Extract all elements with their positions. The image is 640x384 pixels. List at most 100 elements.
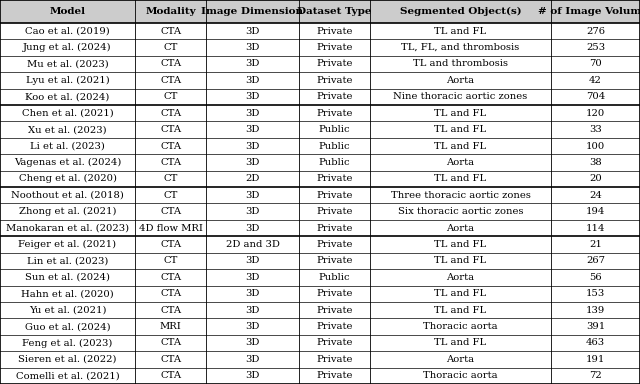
Text: 3D: 3D [245, 43, 260, 52]
Text: 3D: 3D [245, 289, 260, 298]
Text: Aorta: Aorta [446, 158, 474, 167]
Text: Hahn et al. (2020): Hahn et al. (2020) [21, 289, 114, 298]
Text: 3D: 3D [245, 306, 260, 314]
Text: 704: 704 [586, 92, 605, 101]
Text: 191: 191 [586, 355, 605, 364]
Text: Three thoracic aortic zones: Three thoracic aortic zones [390, 191, 531, 200]
Text: Private: Private [316, 322, 353, 331]
Text: Private: Private [316, 306, 353, 314]
Text: Private: Private [316, 240, 353, 249]
Text: 100: 100 [586, 142, 605, 151]
Text: Private: Private [316, 338, 353, 348]
Text: MRI: MRI [160, 322, 182, 331]
Text: CTA: CTA [160, 76, 181, 85]
Text: Jung et al. (2024): Jung et al. (2024) [23, 43, 112, 52]
Text: 3D: 3D [245, 355, 260, 364]
Text: 3D: 3D [245, 322, 260, 331]
Text: TL, FL, and thrombosis: TL, FL, and thrombosis [401, 43, 520, 52]
Text: 72: 72 [589, 371, 602, 380]
Text: Thoracic aorta: Thoracic aorta [423, 371, 498, 380]
Text: TL and FL: TL and FL [435, 174, 486, 184]
Text: 56: 56 [589, 273, 602, 282]
Text: 3D: 3D [245, 92, 260, 101]
Text: 267: 267 [586, 257, 605, 265]
Text: Private: Private [316, 371, 353, 380]
Text: 253: 253 [586, 43, 605, 52]
Text: 3D: 3D [245, 338, 260, 348]
Text: 3D: 3D [245, 158, 260, 167]
Text: TL and FL: TL and FL [435, 109, 486, 118]
Text: CT: CT [163, 43, 178, 52]
Text: Private: Private [316, 223, 353, 233]
Text: Private: Private [316, 43, 353, 52]
Text: Sun et al. (2024): Sun et al. (2024) [25, 273, 110, 282]
Text: Aorta: Aorta [446, 223, 474, 233]
Text: 391: 391 [586, 322, 605, 331]
Text: 3D: 3D [245, 109, 260, 118]
Text: 24: 24 [589, 191, 602, 200]
Text: Private: Private [316, 191, 353, 200]
Text: 463: 463 [586, 338, 605, 348]
Text: CTA: CTA [160, 60, 181, 68]
Text: CTA: CTA [160, 306, 181, 314]
Text: Private: Private [316, 289, 353, 298]
Text: 42: 42 [589, 76, 602, 85]
Text: Koo et al. (2024): Koo et al. (2024) [26, 92, 109, 101]
Text: 120: 120 [586, 109, 605, 118]
Text: TL and FL: TL and FL [435, 26, 486, 36]
Text: Li et al. (2023): Li et al. (2023) [30, 142, 105, 151]
Text: Vagenas et al. (2024): Vagenas et al. (2024) [14, 158, 121, 167]
Text: Model: Model [49, 7, 86, 16]
Text: Private: Private [316, 76, 353, 85]
Text: Dataset Type: Dataset Type [297, 7, 371, 16]
Text: Manokaran et al. (2023): Manokaran et al. (2023) [6, 223, 129, 233]
Text: Public: Public [319, 125, 350, 134]
Text: Private: Private [316, 257, 353, 265]
Text: 70: 70 [589, 60, 602, 68]
Text: CTA: CTA [160, 273, 181, 282]
Text: Guo et al. (2024): Guo et al. (2024) [25, 322, 110, 331]
Text: CTA: CTA [160, 142, 181, 151]
Text: CTA: CTA [160, 109, 181, 118]
Text: Private: Private [316, 207, 353, 216]
Text: TL and FL: TL and FL [435, 338, 486, 348]
Text: 38: 38 [589, 158, 602, 167]
Text: TL and FL: TL and FL [435, 240, 486, 249]
Text: 3D: 3D [245, 207, 260, 216]
Text: CT: CT [163, 92, 178, 101]
Text: 3D: 3D [245, 223, 260, 233]
Text: Mu et al. (2023): Mu et al. (2023) [27, 60, 108, 68]
Text: Segmented Object(s): Segmented Object(s) [399, 7, 521, 16]
Text: Thoracic aorta: Thoracic aorta [423, 322, 498, 331]
Text: CTA: CTA [160, 26, 181, 36]
Text: Feiger et al. (2021): Feiger et al. (2021) [19, 240, 116, 249]
Text: Private: Private [316, 174, 353, 184]
Text: Aorta: Aorta [446, 76, 474, 85]
Text: 3D: 3D [245, 371, 260, 380]
Text: Lin et al. (2023): Lin et al. (2023) [27, 257, 108, 265]
Text: Modality: Modality [145, 7, 196, 16]
Text: CTA: CTA [160, 240, 181, 249]
Text: 2D: 2D [245, 174, 260, 184]
Text: CTA: CTA [160, 158, 181, 167]
Text: 3D: 3D [245, 142, 260, 151]
Text: TL and FL: TL and FL [435, 306, 486, 314]
Text: CTA: CTA [160, 338, 181, 348]
Text: Private: Private [316, 26, 353, 36]
Bar [0, 0, 640, 23]
Text: 3D: 3D [245, 273, 260, 282]
Text: 21: 21 [589, 240, 602, 249]
Text: 3D: 3D [245, 125, 260, 134]
Text: 276: 276 [586, 26, 605, 36]
Text: 20: 20 [589, 174, 602, 184]
Text: Comelli et al. (2021): Comelli et al. (2021) [16, 371, 120, 380]
Text: 153: 153 [586, 289, 605, 298]
Text: Private: Private [316, 60, 353, 68]
Text: CT: CT [163, 174, 178, 184]
Text: 194: 194 [586, 207, 605, 216]
Text: Cao et al. (2019): Cao et al. (2019) [25, 26, 110, 36]
Text: 3D: 3D [245, 76, 260, 85]
Text: Chen et al. (2021): Chen et al. (2021) [22, 109, 113, 118]
Text: 3D: 3D [245, 26, 260, 36]
Text: TL and FL: TL and FL [435, 289, 486, 298]
